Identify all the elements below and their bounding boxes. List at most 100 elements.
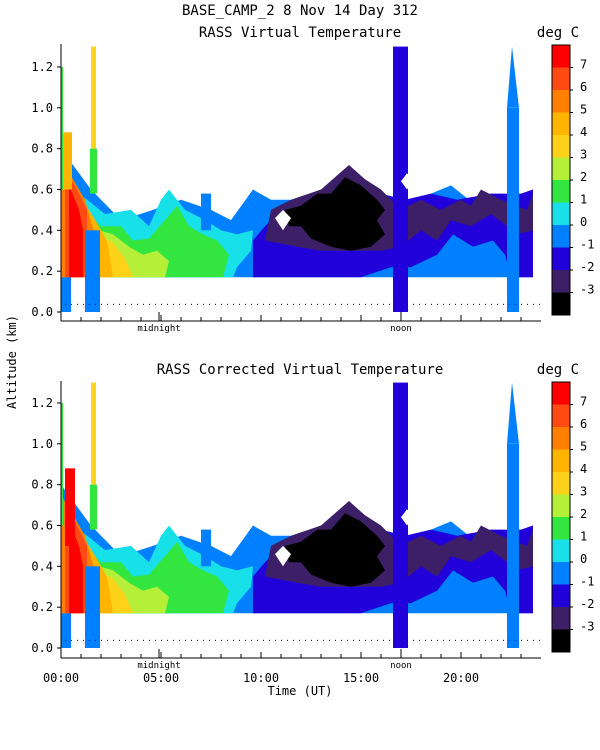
y-tick-label: 0.6: [31, 183, 53, 197]
colorbar-tick-label: 1: [580, 530, 587, 544]
baseline-dot: [389, 303, 390, 305]
baseline-dot: [395, 639, 396, 641]
baseline-dot: [383, 303, 384, 305]
baseline-dot: [365, 303, 366, 305]
y-tick-label: 0.6: [31, 519, 53, 533]
baseline-dot: [335, 639, 336, 641]
baseline-dot: [497, 639, 498, 641]
baseline-dot: [185, 303, 186, 305]
colorbar-tick-label: 3: [580, 148, 587, 162]
baseline-dot: [317, 639, 318, 641]
baseline-dot: [491, 303, 492, 305]
baseline-dot: [539, 303, 540, 305]
baseline-dot: [407, 303, 408, 305]
baseline-dot: [311, 303, 312, 305]
baseline-dot: [65, 639, 66, 641]
spike-0: [61, 67, 63, 190]
baseline-dot: [395, 303, 396, 305]
colorbar-tick-label: 2: [580, 507, 587, 521]
baseline-dot: [143, 639, 144, 641]
baseline-dot: [245, 639, 246, 641]
baseline-dot: [287, 303, 288, 305]
baseline-dot: [359, 639, 360, 641]
baseline-dot: [437, 303, 438, 305]
baseline-dot: [173, 303, 174, 305]
spike-noon: [393, 382, 408, 648]
baseline-dot: [515, 639, 516, 641]
baseline-dot: [233, 303, 234, 305]
colorbar-tick-label: 5: [580, 103, 587, 117]
baseline-dot: [305, 303, 306, 305]
spike-1-base: [85, 230, 100, 312]
baseline-dot: [275, 303, 276, 305]
colorbar-swatch: [552, 427, 570, 450]
baseline-dot: [347, 639, 348, 641]
baseline-dot: [269, 303, 270, 305]
baseline-dot: [239, 303, 240, 305]
baseline-dot: [455, 303, 456, 305]
baseline-dot: [281, 303, 282, 305]
colorbar-swatch: [552, 404, 570, 428]
baseline-dot: [167, 303, 168, 305]
contour-level-minus-3: [285, 513, 385, 587]
baseline-dot: [233, 639, 234, 641]
baseline-dot: [467, 303, 468, 305]
baseline-dot: [281, 639, 282, 641]
baseline-dot: [89, 303, 90, 305]
baseline-dot: [101, 303, 102, 305]
baseline-dot: [287, 639, 288, 641]
baseline-dot: [305, 639, 306, 641]
baseline-dot: [401, 303, 402, 305]
colorbar-tick-label: -3: [580, 283, 594, 297]
contour-level-5: [63, 132, 72, 190]
colorbar-swatch: [552, 157, 570, 181]
spike-late-tip: [507, 382, 519, 444]
baseline-dot: [149, 303, 150, 305]
baseline-dot: [479, 639, 480, 641]
baseline-dot: [311, 639, 312, 641]
baseline-dot: [323, 639, 324, 641]
baseline-dot: [245, 303, 246, 305]
baseline-dot: [221, 639, 222, 641]
baseline-dot: [377, 639, 378, 641]
colorbar-swatch: [552, 67, 570, 91]
midnight-label: midnight: [137, 324, 180, 334]
baseline-dot: [335, 303, 336, 305]
baseline-dot: [521, 639, 522, 641]
spike-early-morning: [201, 529, 211, 567]
colorbar: 7 6 5 4 3 2 1 0 -1 -2 -3: [551, 44, 594, 316]
baseline-dot: [473, 639, 474, 641]
colorbar-swatch: [552, 90, 570, 113]
panel1-colorbar-unit: deg C: [537, 25, 579, 41]
baseline-dot: [269, 639, 270, 641]
colorbar-tick-label: -1: [580, 575, 594, 589]
baseline-dot: [365, 639, 366, 641]
spike-noon-tip: [393, 382, 408, 444]
spike-0-base: [61, 277, 71, 312]
baseline-dot: [113, 303, 114, 305]
spike-early-morning: [201, 193, 211, 231]
baseline-dot: [431, 639, 432, 641]
y-tick-label: 0.4: [31, 223, 53, 237]
colorbar-tick-label: 2: [580, 170, 587, 184]
temperature-field: [61, 382, 533, 648]
baseline-dot: [257, 639, 258, 641]
data-gap: [275, 545, 291, 567]
baseline-dot: [509, 303, 510, 305]
colorbar-swatch: [552, 270, 570, 293]
baseline-dot: [539, 639, 540, 641]
baseline-dot: [95, 303, 96, 305]
colorbar-swatch: [552, 517, 570, 540]
baseline-dot: [125, 303, 126, 305]
baseline-dot: [101, 639, 102, 641]
y-tick-label: 0.2: [31, 600, 53, 614]
baseline-dot: [443, 303, 444, 305]
baseline-dot: [179, 639, 180, 641]
colorbar-tick-label: -2: [580, 597, 594, 611]
colorbar-swatch: [552, 135, 570, 158]
baseline-dot: [65, 303, 66, 305]
contour-level-minus-3: [285, 177, 385, 251]
baseline-dot: [131, 639, 132, 641]
y-tick-label: 0.0: [31, 305, 53, 319]
y-tick-label: 0.8: [31, 478, 53, 492]
